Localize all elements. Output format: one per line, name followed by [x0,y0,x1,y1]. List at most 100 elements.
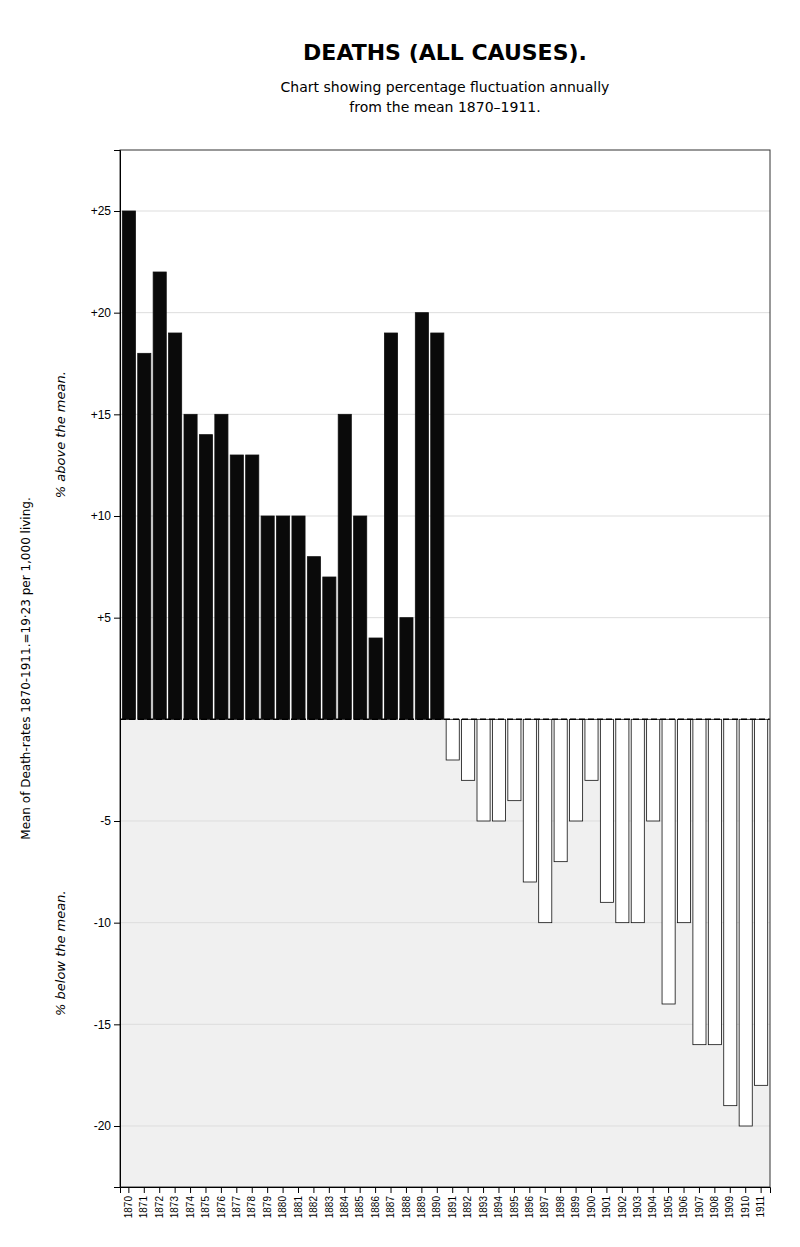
bar [323,577,336,719]
x-tick: 1896 [524,1187,535,1218]
x-tick: 1872 [154,1187,165,1218]
x-tick-label: 1897 [539,1196,550,1219]
x-tick-label: 1910 [740,1196,751,1219]
bar [523,719,536,882]
x-tick: 1877 [231,1187,242,1218]
side-annotation: Mean of Death-rates 1870-1911.=19·23 per… [19,497,33,839]
x-tick-mark [653,1187,654,1193]
x-tick-mark [560,1187,561,1193]
x-axis: 1870187118721873187418751876187718781879… [121,1187,771,1218]
x-tick-mark [375,1187,376,1193]
x-tick: 1900 [586,1187,597,1218]
bar [153,272,166,719]
grid-line [120,1126,770,1127]
x-tick: 1884 [339,1187,350,1218]
bar [338,414,351,719]
x-tick: 1897 [539,1187,550,1218]
bar [693,719,706,1044]
x-tick: 1892 [462,1187,473,1218]
x-tick-mark [360,1187,361,1193]
x-tick-label: 1878 [246,1196,257,1219]
x-tick-label: 1902 [617,1196,628,1219]
x-tick-label: 1911 [755,1196,766,1218]
bar [230,455,243,719]
x-tick-label: 1908 [709,1196,720,1219]
x-tick-mark [128,1187,129,1193]
bar [384,333,397,719]
x-tick-mark [205,1187,206,1193]
x-tick-label: 1898 [555,1196,566,1219]
x-tick-mark [684,1187,685,1193]
bar [477,719,490,821]
y-tick: -15 [94,1018,120,1032]
y-axis: -20-15-10-5+5+10+15+20+25 [91,151,121,1188]
bar [307,557,320,720]
y-tick: -5 [100,814,120,828]
y-tick: +20 [91,306,120,320]
x-tick-mark [221,1187,222,1193]
bar [199,435,212,720]
x-tick-label: 1877 [231,1196,242,1219]
x-tick-mark [190,1187,191,1193]
x-tick-label: 1888 [401,1196,412,1219]
y-tick: -20 [94,1119,120,1133]
grid-line [120,211,770,212]
bar [539,719,552,922]
grid-line [120,312,770,313]
bar [277,516,290,719]
plot-group: -20-15-10-5+5+10+15+20+25187018711872187… [53,150,771,1218]
x-tick: 1887 [385,1187,396,1218]
x-tick-label: 1880 [277,1196,288,1219]
x-tick: 1888 [401,1187,412,1218]
x-tick-label: 1894 [493,1196,504,1219]
chart-svg: -20-15-10-5+5+10+15+20+25187018711872187… [0,0,800,1247]
x-tick: 1904 [647,1187,658,1218]
x-tick-mark [761,1187,762,1193]
x-tick-label: 1900 [586,1196,597,1219]
y-tick-label: +25 [91,204,112,218]
x-tick-mark [313,1187,314,1193]
bar [755,719,768,1085]
x-tick-mark [637,1187,638,1193]
x-tick-mark [668,1187,669,1193]
bars [122,211,767,1126]
y-tick-mark [114,211,120,212]
x-tick-label: 1907 [694,1196,705,1219]
x-tick: 1873 [169,1187,180,1218]
x-tick-label: 1896 [524,1196,535,1219]
x-tick: 1903 [632,1187,643,1218]
x-tick-mark [298,1187,299,1193]
x-tick-label: 1899 [570,1196,581,1219]
x-tick-label: 1904 [647,1196,658,1219]
y-tick-mark [114,516,120,517]
x-tick-label: 1890 [431,1196,442,1219]
bar [415,313,428,720]
x-tick: 1882 [308,1187,319,1218]
bar [724,719,737,1105]
y-tick-label: -15 [94,1018,112,1032]
y-tick: -10 [94,916,120,930]
bar [462,719,475,780]
x-tick-mark [421,1187,422,1193]
x-tick-mark [699,1187,700,1193]
y-tick-mark [114,1024,120,1025]
x-tick: 1902 [617,1187,628,1218]
x-tick-label: 1895 [509,1196,520,1219]
bar [600,719,613,902]
x-tick-mark [252,1187,253,1193]
x-tick-mark [591,1187,592,1193]
x-tick-mark [329,1187,330,1193]
x-axis-line [121,1188,771,1194]
x-tick-label: 1870 [123,1196,134,1219]
bar [261,516,274,719]
y-tick-mark [114,821,120,822]
x-tick-mark [144,1187,145,1193]
y-tick-mark [114,923,120,924]
x-tick-label: 1891 [447,1196,458,1219]
y-axis-label: % below the mean. [53,890,68,1016]
x-tick: 1875 [200,1187,211,1218]
x-tick: 1890 [431,1187,442,1218]
y-tick: +15 [91,408,120,422]
bar [446,719,459,760]
x-tick-label: 1905 [663,1196,674,1219]
